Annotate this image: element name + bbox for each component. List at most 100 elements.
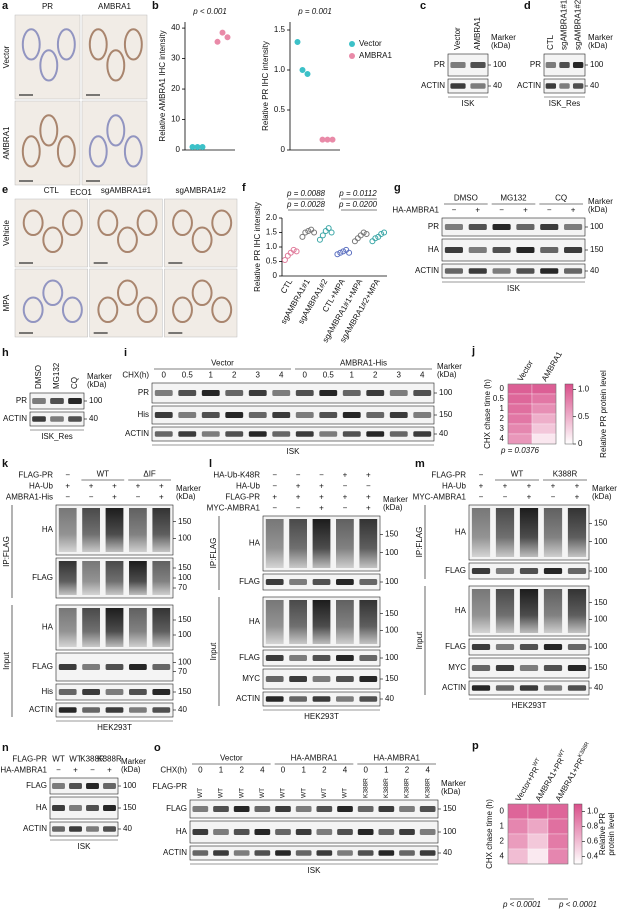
band — [471, 568, 491, 574]
band — [495, 665, 515, 671]
condition-cell: K388R — [553, 470, 578, 479]
blot-label: FLAG — [445, 566, 466, 575]
marker-header: (kDa) — [588, 205, 608, 214]
data-point — [319, 232, 326, 239]
band — [105, 664, 124, 670]
tissue — [123, 135, 143, 168]
tissue — [22, 209, 44, 237]
band — [265, 696, 284, 702]
condition-cell: + — [319, 482, 324, 491]
y-axis-label: CHX chase time (h) — [483, 379, 492, 449]
condition-cell: WT — [52, 755, 65, 764]
heat-cell — [531, 383, 557, 395]
colorbar-label: Relative PR — [598, 813, 607, 855]
condition-cell: − — [90, 766, 95, 775]
condition-cell: K388R — [97, 755, 122, 764]
tissue — [191, 226, 213, 254]
column-label: sgAMBRA1#2 — [176, 186, 227, 195]
data-point — [304, 71, 311, 77]
x-tick-label: CTL — [279, 277, 295, 295]
blot-label: ACTIN — [23, 824, 47, 833]
band — [543, 685, 563, 691]
tissue — [39, 114, 59, 147]
condition-cell: K388R — [424, 778, 431, 798]
marker: 40 — [443, 848, 452, 857]
smear — [519, 508, 539, 557]
band — [86, 805, 99, 811]
blot-label: ACTIN — [125, 429, 149, 438]
panel-letter: b — [152, 0, 159, 12]
smear — [543, 589, 563, 633]
smear — [105, 508, 124, 552]
legend-label: AMBRA1 — [359, 51, 392, 60]
smear — [471, 508, 491, 557]
blot-label: ACTIN — [517, 81, 541, 90]
band — [495, 568, 515, 574]
condition-cell: 0.5 — [323, 371, 335, 380]
tissue — [172, 209, 193, 237]
smear — [152, 608, 171, 647]
tissue — [21, 28, 41, 61]
panel-letter: a — [2, 0, 9, 12]
condition-label: HA-AMBRA1 — [392, 206, 439, 215]
panel-letter: c — [420, 0, 426, 12]
band — [342, 390, 361, 396]
band — [389, 431, 408, 437]
band — [275, 806, 291, 812]
condition-cell: + — [551, 482, 556, 491]
band — [450, 62, 466, 68]
data-point — [354, 235, 361, 242]
condition-cell: 0.5 — [182, 371, 194, 380]
band — [399, 829, 415, 835]
band — [450, 83, 466, 89]
data-point — [337, 249, 344, 256]
heat-cell — [507, 383, 533, 395]
heat-frame — [507, 803, 569, 865]
blot-label: FLAG — [26, 781, 47, 790]
condition-cell: DMSO — [454, 194, 478, 203]
band — [378, 806, 395, 812]
condition-label: FLAG-PR — [18, 471, 53, 480]
blot-label: PR — [434, 60, 445, 69]
marker: 100 — [385, 548, 399, 557]
marker: 100 — [590, 60, 604, 69]
condition-cell: WT — [197, 788, 204, 798]
smear — [359, 600, 378, 644]
data-point — [305, 228, 312, 235]
band — [52, 826, 65, 832]
condition-cell: − — [479, 493, 484, 502]
heat-cell — [531, 433, 557, 445]
data-point — [381, 229, 388, 236]
band — [359, 579, 378, 585]
smear — [152, 508, 171, 552]
tissue — [136, 209, 158, 237]
band — [254, 850, 271, 856]
marker: 150 — [123, 803, 137, 812]
tissue — [61, 296, 83, 324]
condition-cell: WT — [69, 755, 82, 764]
marker: 40 — [89, 414, 98, 423]
marker: 100 — [594, 566, 608, 575]
condition-cell: − — [343, 504, 348, 513]
band — [254, 806, 271, 812]
band — [265, 676, 284, 682]
section-label: IP:FLAG — [209, 538, 218, 569]
band — [103, 783, 116, 789]
marker: 150 — [385, 674, 399, 683]
blot — [441, 217, 586, 237]
row-label: Vector — [2, 45, 11, 68]
caption: ISK — [287, 447, 301, 456]
panel-letter: o — [154, 742, 161, 754]
data-point — [299, 67, 306, 73]
data-point — [334, 251, 341, 258]
band — [419, 829, 436, 835]
band — [470, 83, 486, 89]
marker-header: (kDa) — [592, 492, 612, 501]
band — [471, 665, 491, 671]
panel-letter: p — [472, 740, 479, 752]
panel-letter: j — [471, 345, 475, 357]
blot-label: HA — [42, 623, 54, 632]
heat-cell — [507, 433, 533, 445]
band — [337, 850, 353, 856]
y-axis-label: Relative AMBRA1 IHC intensity — [158, 30, 167, 141]
